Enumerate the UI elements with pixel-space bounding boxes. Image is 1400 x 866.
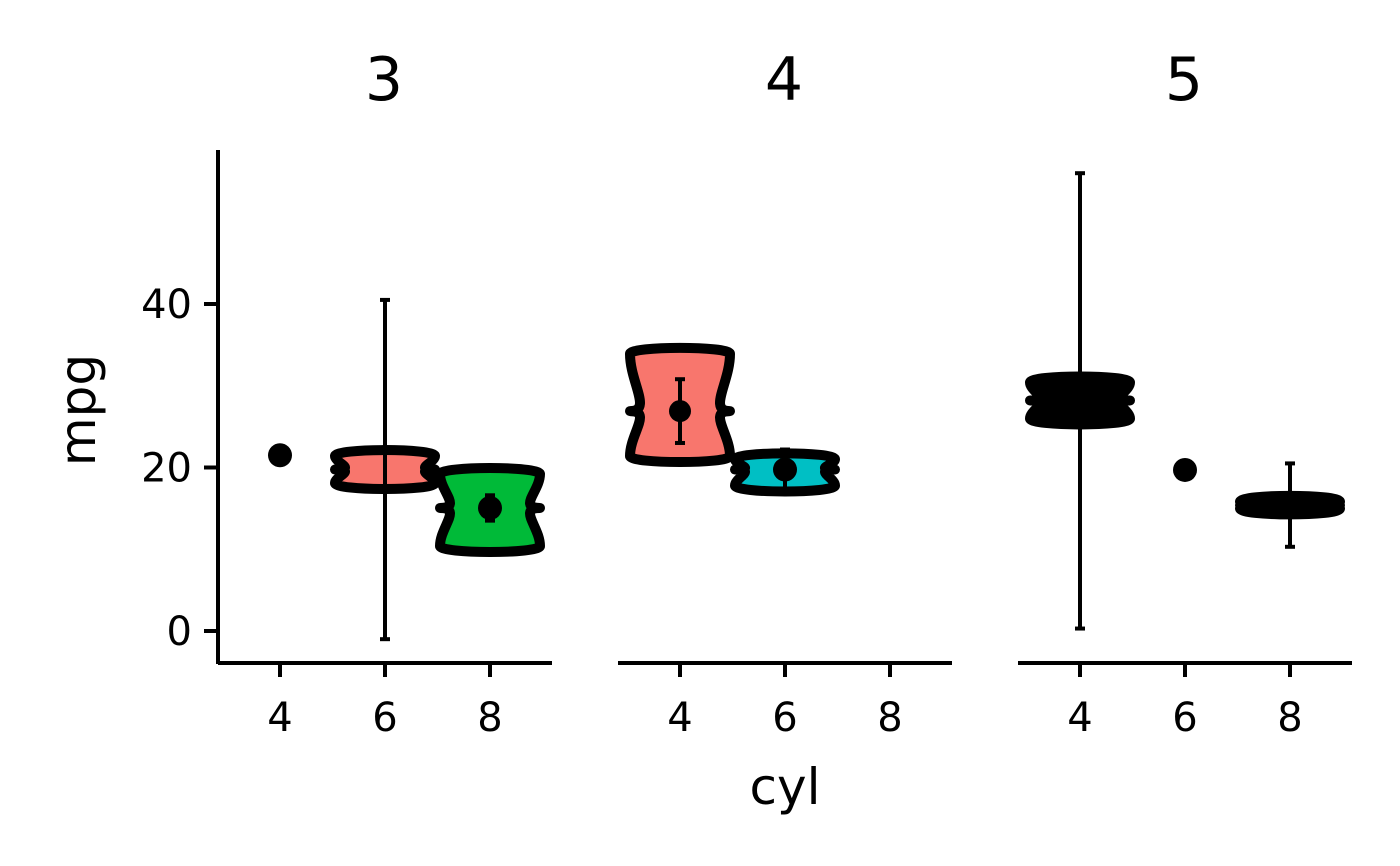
x-tick-label: 8 xyxy=(1277,695,1302,741)
y-axis-title: mpg xyxy=(49,354,107,466)
x-tick-label: 8 xyxy=(477,695,502,741)
x-axis-title: cyl xyxy=(750,758,821,816)
x-tick-label: 4 xyxy=(1067,695,1092,741)
mean-point xyxy=(773,457,797,482)
mean-point xyxy=(1173,457,1197,482)
x-tick-label: 8 xyxy=(877,695,902,741)
facet-title: 4 xyxy=(765,45,803,115)
x-tick-label: 6 xyxy=(1172,695,1197,741)
y-tick-label: 0 xyxy=(167,609,192,655)
facet-panels: 0 20 40 3 4 6 8 4 4 6 8 5 4 6 8 xyxy=(141,45,1352,741)
y-tick-label: 40 xyxy=(141,282,192,328)
facet-panel-3: 3 4 6 8 xyxy=(218,45,552,741)
mean-point xyxy=(268,443,292,468)
mean-point xyxy=(1279,494,1301,517)
y-tick-label: 20 xyxy=(141,446,192,492)
mean-point xyxy=(478,495,502,520)
x-tick-label: 6 xyxy=(372,695,397,741)
x-tick-label: 4 xyxy=(667,695,692,741)
mean-point xyxy=(1069,389,1091,412)
x-tick-label: 6 xyxy=(772,695,797,741)
x-tick-label: 4 xyxy=(267,695,292,741)
facet-title: 3 xyxy=(365,45,403,115)
facet-panel-5: 5 4 6 8 xyxy=(1018,45,1352,741)
facet-panel-4: 4 4 6 8 xyxy=(618,45,952,741)
facet-title: 5 xyxy=(1165,45,1203,115)
mean-point xyxy=(669,400,691,423)
